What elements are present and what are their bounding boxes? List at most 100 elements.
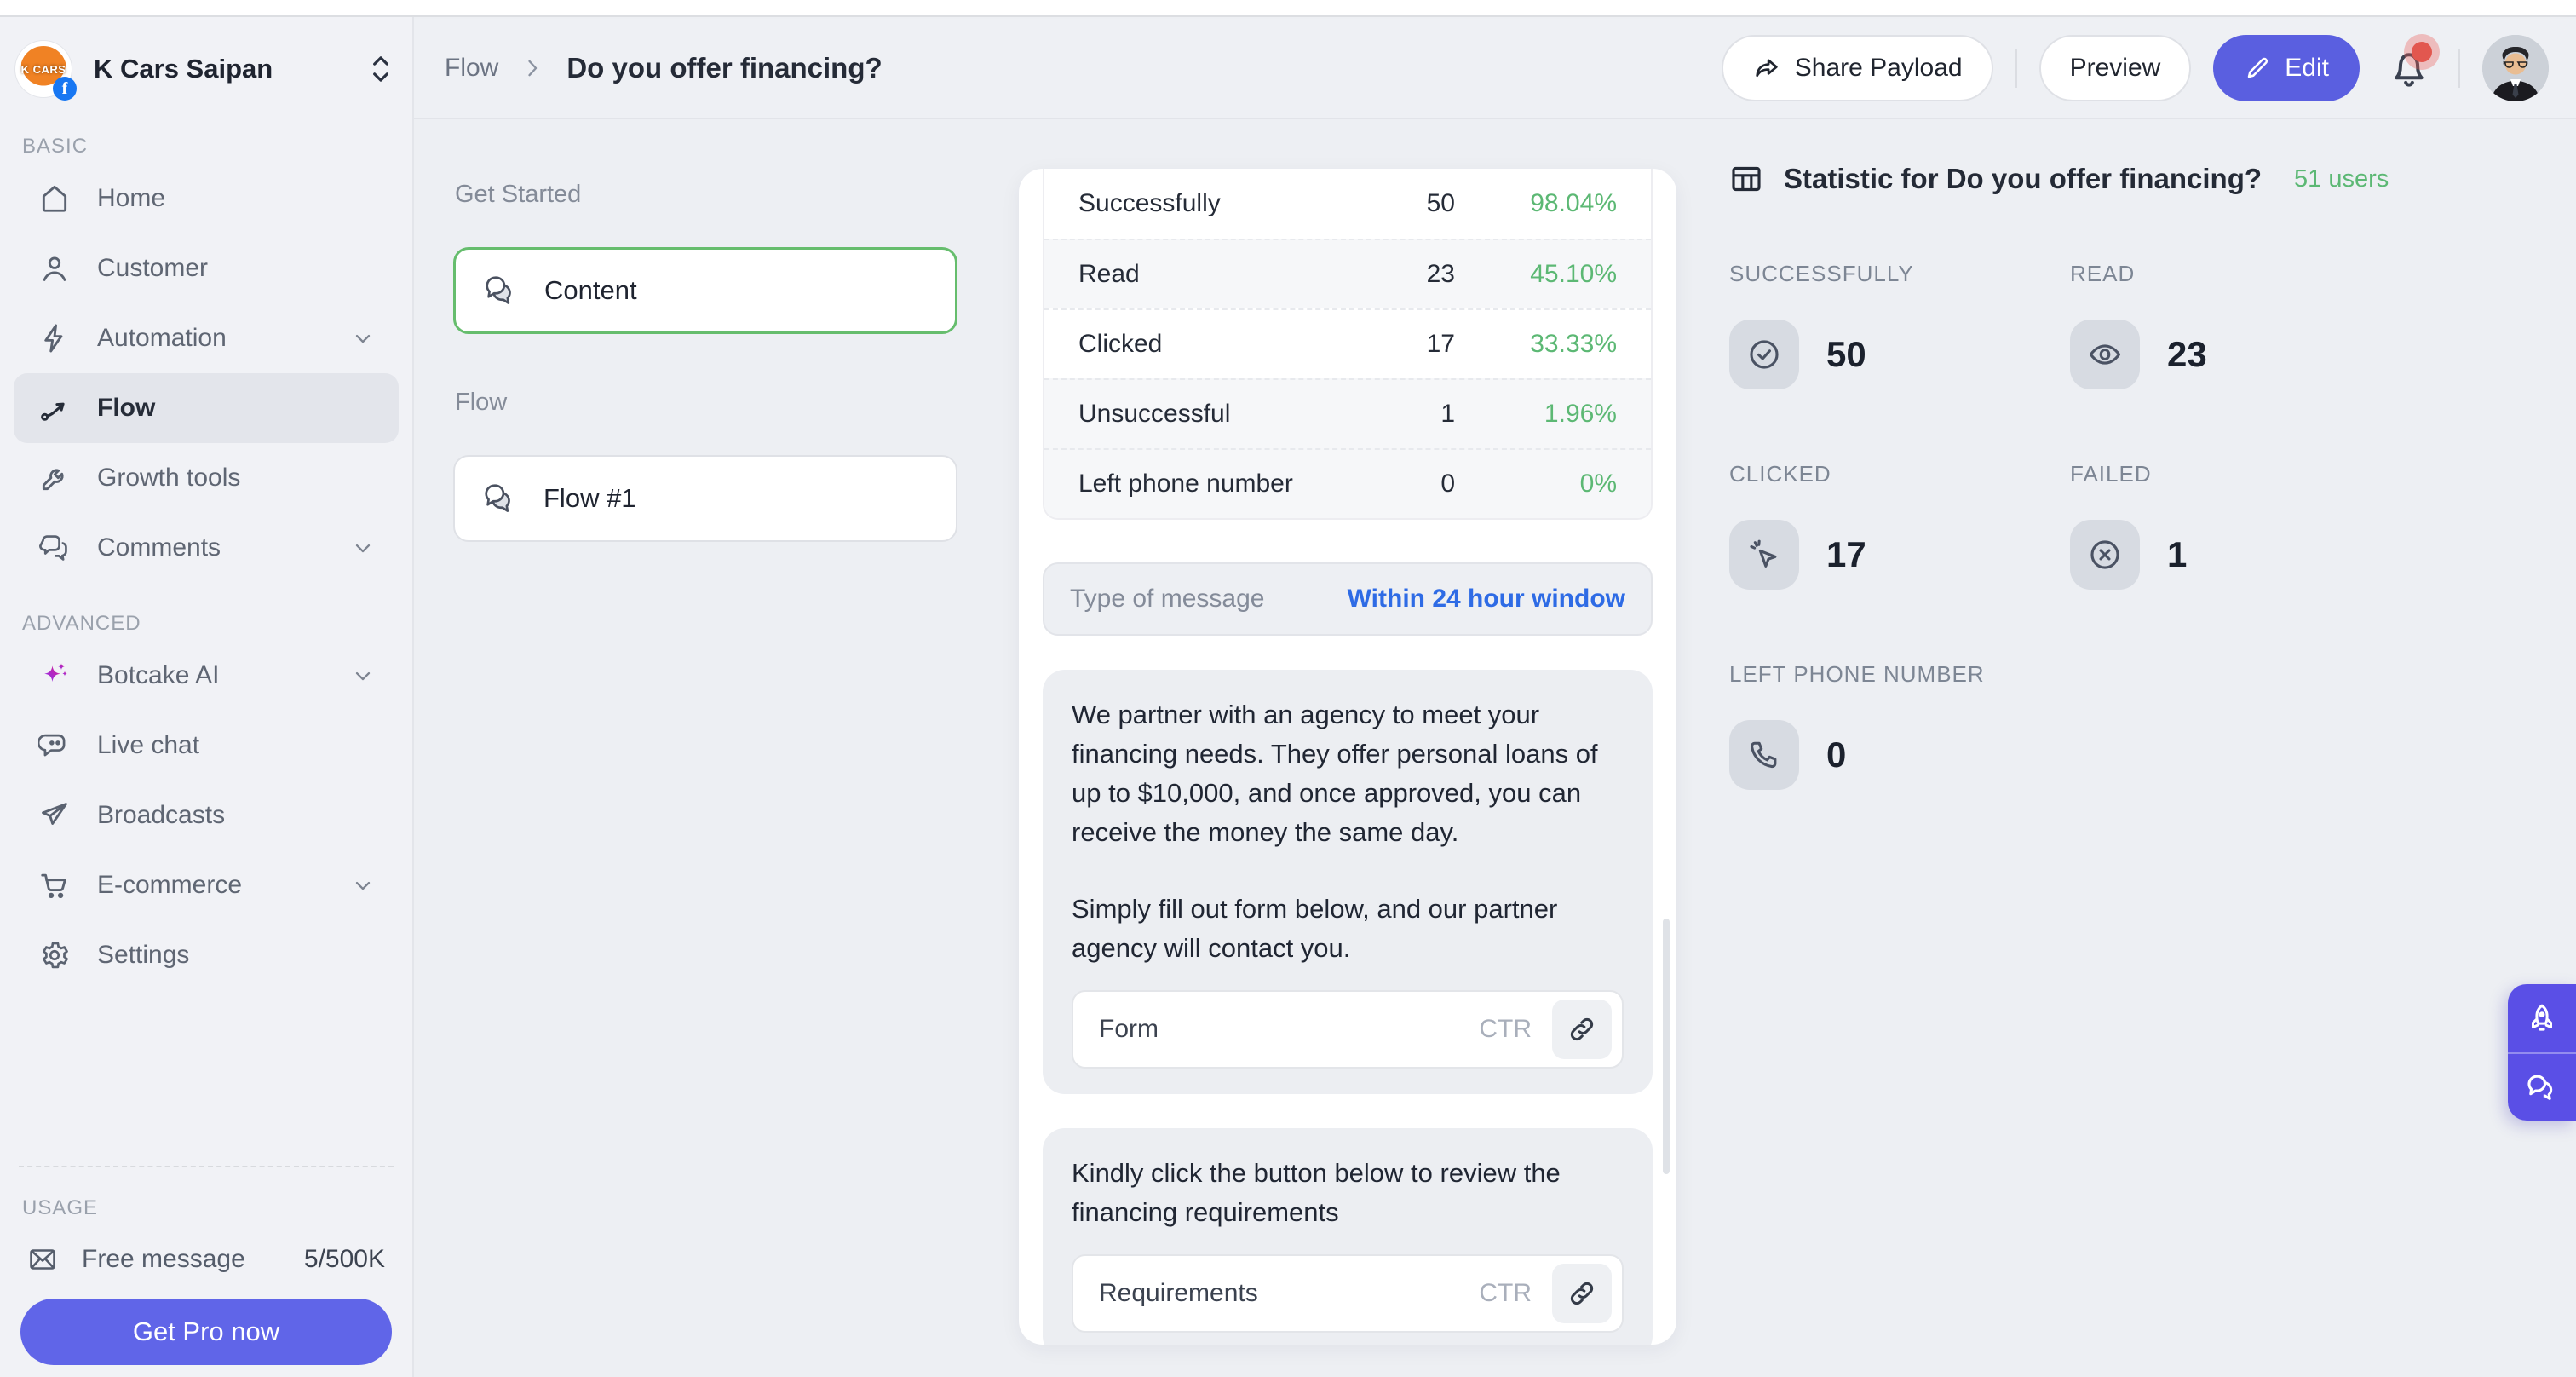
page-switcher[interactable]: K CARS f K Cars Saipan [0, 17, 412, 106]
sidebar-item-broadcasts[interactable]: Broadcasts [14, 781, 399, 850]
stat-card-clicked: CLICKED 17 [1729, 461, 2070, 590]
table-row: Clicked 17 33.33% [1044, 308, 1651, 378]
cart-icon [37, 868, 72, 902]
notification-dot [2412, 42, 2432, 62]
sidebar-item-home[interactable]: Home [14, 164, 399, 233]
flow1-node-card[interactable]: Flow #1 [453, 455, 957, 542]
stat-card-value: 50 [1826, 334, 1866, 374]
ctr-label: CTR [1479, 1279, 1532, 1307]
form-button-label: Form [1099, 1015, 1159, 1043]
message-text: Kindly click the button below to review … [1072, 1158, 1561, 1227]
stat-percent: 33.33% [1530, 330, 1617, 358]
sidebar-item-flow[interactable]: Flow [14, 373, 399, 443]
link-icon[interactable] [1552, 1264, 1612, 1323]
preview-label: Preview [2069, 54, 2161, 82]
browser-strip [0, 0, 2576, 17]
breadcrumb: Flow Do you offer financing? [414, 52, 883, 84]
pencil-icon [2244, 55, 2271, 82]
usage-divider [19, 1166, 394, 1167]
home-icon [37, 181, 72, 216]
stat-label: Read [1078, 260, 1140, 288]
section-label-usage: USAGE [22, 1196, 99, 1219]
link-icon[interactable] [1552, 1000, 1612, 1059]
table-grid-icon [1729, 162, 1763, 196]
sidebar-item-ecommerce[interactable]: E-commerce [14, 850, 399, 920]
requirements-button-label: Requirements [1099, 1279, 1258, 1307]
rocket-button[interactable] [2508, 984, 2576, 1052]
type-of-message-row: Type of message Within 24 hour window [1043, 562, 1653, 636]
sidebar-item-botcake-ai[interactable]: Botcake AI [14, 641, 399, 711]
wrench-icon [37, 461, 72, 495]
stat-count: 23 [1426, 260, 1455, 288]
cursor-click-icon [1729, 520, 1799, 590]
sparkle-ai-icon [37, 659, 72, 693]
page-switcher-chevrons-icon[interactable] [368, 53, 394, 85]
type-of-message-label: Type of message [1070, 585, 1265, 613]
flow-icon [37, 391, 72, 425]
breadcrumb-flow[interactable]: Flow [445, 54, 499, 82]
sidebar-item-customer[interactable]: Customer [14, 233, 399, 303]
stat-label: Unsuccessful [1078, 400, 1231, 428]
type-of-message-value[interactable]: Within 24 hour window [1347, 585, 1625, 613]
message-bubble-2: Kindly click the button below to review … [1043, 1128, 1653, 1345]
stat-count: 50 [1426, 189, 1455, 217]
requirements-button[interactable]: Requirements CTR [1072, 1254, 1624, 1333]
divider [2015, 49, 2017, 88]
sidebar-item-label: Customer [97, 254, 209, 282]
edit-button[interactable]: Edit [2213, 35, 2360, 101]
message-text: We partner with an agency to meet your f… [1072, 700, 1598, 847]
user-avatar[interactable] [2482, 35, 2549, 101]
header: Flow Do you offer financing? Share Paylo… [414, 19, 2576, 119]
sidebar-item-comments[interactable]: Comments [14, 513, 399, 583]
table-row: Successfully 50 98.04% [1044, 169, 1651, 239]
stat-card-value: 0 [1826, 735, 1847, 775]
statistics-title: Statistic for Do you offer financing? [1784, 163, 2263, 194]
sidebar-item-live-chat[interactable]: Live chat [14, 711, 399, 781]
stat-percent: 45.10% [1530, 260, 1617, 288]
sidebar-item-label: Botcake AI [97, 661, 220, 689]
form-button[interactable]: Form CTR [1072, 990, 1624, 1069]
stat-card-left-phone-number: LEFT PHONE NUMBER 0 [1729, 661, 2513, 790]
live-chat-float-button[interactable] [2508, 1052, 2576, 1121]
rocket-icon [2532, 1004, 2552, 1031]
chat-bubbles-icon [481, 271, 520, 310]
content-node-card[interactable]: Content [453, 247, 957, 334]
preview-button[interactable]: Preview [2038, 35, 2192, 101]
content-node-label: Content [544, 275, 637, 305]
sidebar-item-automation[interactable]: Automation [14, 303, 399, 373]
share-payload-button[interactable]: Share Payload [1721, 35, 1993, 101]
stat-card-label: CLICKED [1729, 461, 1831, 487]
stat-percent: 1.96% [1544, 400, 1617, 428]
live-chat-icon [37, 729, 72, 763]
delivery-stats-table: Successfully 50 98.04% Read 23 45.10% Cl… [1043, 169, 1653, 520]
stat-label: Left phone number [1078, 470, 1293, 498]
gear-icon [37, 938, 72, 972]
message-text: Simply fill out form below, and our part… [1072, 894, 1558, 963]
page-logo-text: K CARS [20, 62, 66, 76]
stat-count: 1 [1440, 400, 1455, 428]
get-pro-button[interactable]: Get Pro now [20, 1299, 392, 1365]
flow1-node-label: Flow #1 [543, 483, 636, 513]
stat-percent: 0% [1579, 470, 1617, 498]
notifications-bell[interactable] [2382, 34, 2440, 95]
customer-icon [37, 251, 72, 285]
card-scrollbar[interactable] [1663, 919, 1670, 1174]
table-row: Unsuccessful 1 1.96% [1044, 378, 1651, 448]
share-icon [1752, 54, 1781, 83]
sidebar-item-label: Comments [97, 533, 221, 562]
section-label-basic: BASIC [22, 135, 89, 158]
chevron-right-icon [520, 56, 544, 80]
chevron-down-icon [351, 873, 375, 897]
eye-icon [2070, 320, 2140, 389]
stat-label: Clicked [1078, 330, 1163, 358]
page-name: K Cars Saipan [94, 54, 273, 84]
stat-label: Successfully [1078, 189, 1221, 217]
sidebar-item-growth-tools[interactable]: Growth tools [14, 443, 399, 513]
divider [2458, 49, 2460, 88]
flow-section-label: Flow [455, 389, 508, 416]
sidebar-item-label: Automation [97, 324, 227, 352]
stat-card-label: SUCCESSFULLY [1729, 261, 1914, 286]
sidebar-item-settings[interactable]: Settings [14, 920, 399, 990]
chat-bubbles-icon [480, 479, 520, 518]
chevron-down-icon [351, 326, 375, 350]
